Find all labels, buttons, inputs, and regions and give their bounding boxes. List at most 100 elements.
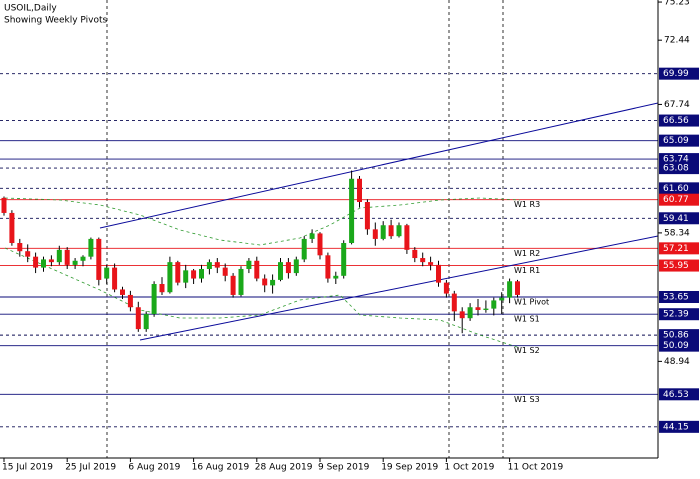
candle-body: [41, 259, 46, 268]
y-tick-label: 75.23: [664, 0, 690, 8]
candle-body: [222, 267, 228, 276]
price-box-label: 69.99: [663, 69, 689, 79]
candle-body: [17, 243, 23, 252]
x-tick-label: 1 Oct 2019: [444, 463, 494, 473]
candle-body: [436, 264, 441, 283]
price-box: [659, 114, 699, 127]
candle-body: [56, 249, 62, 263]
level-name: W1 R1: [514, 266, 540, 275]
envelope-lower: [4, 247, 521, 349]
price-box: [659, 162, 699, 175]
candle-body: [270, 279, 276, 286]
price-box: [659, 67, 699, 80]
level-name: W1 S1: [514, 315, 540, 324]
channel-lower: [139, 235, 659, 341]
y-tick-label: 48.94: [664, 357, 690, 367]
candle-body: [349, 178, 355, 244]
candle-body: [467, 307, 473, 319]
price-box: [659, 420, 699, 433]
candle-body: [72, 260, 78, 265]
candle-body: [127, 294, 133, 308]
candle-body: [167, 262, 173, 293]
price-box-label: 44.15: [663, 422, 689, 432]
candle-body: [183, 270, 189, 283]
candle-body: [254, 260, 260, 279]
candle-body: [443, 282, 449, 294]
candle-body: [80, 256, 86, 261]
candle-body: [309, 233, 315, 239]
candle-body: [262, 278, 268, 286]
candle-body: [372, 229, 378, 239]
candle-body: [33, 256, 39, 268]
candle-body: [104, 267, 110, 279]
level-name: W1 R2: [514, 249, 540, 258]
candle-body: [341, 243, 347, 276]
level-name: W1 S2: [514, 346, 540, 355]
candle-body: [246, 260, 252, 269]
x-tick-label: 6 Aug 2019: [128, 463, 180, 473]
price-box-label: 50.86: [663, 331, 689, 341]
price-box: [659, 259, 699, 272]
chart-subtitle: Showing Weekly Pivots: [4, 16, 107, 26]
candle-body: [317, 233, 323, 256]
price-box-label: 65.09: [663, 136, 689, 146]
y-tick-label: 72.44: [664, 36, 690, 46]
candle-body: [230, 275, 236, 295]
candle-body: [412, 249, 418, 259]
price-box: [659, 388, 699, 401]
price-box-label: 50.09: [663, 341, 689, 351]
price-box-label: 57.21: [663, 244, 689, 254]
candle-body: [120, 289, 125, 295]
candle-body: [451, 293, 457, 312]
candle-body: [483, 308, 489, 310]
price-box: [659, 339, 699, 352]
x-tick-label: 19 Sep 2019: [381, 463, 438, 473]
candle-body: [491, 300, 497, 309]
candle-body: [285, 262, 291, 274]
envelope-upper: [4, 197, 521, 246]
price-box-label: 55.95: [663, 261, 689, 271]
price-box: [659, 212, 699, 225]
level-name: W1 S3: [514, 395, 540, 404]
x-tick-label: 16 Aug 2019: [192, 463, 250, 473]
candle-body: [380, 225, 386, 239]
price-box: [659, 182, 699, 195]
candle-body: [64, 249, 70, 265]
price-box-label: 53.65: [663, 292, 689, 302]
candle-body: [9, 212, 15, 244]
candle-body: [499, 297, 505, 301]
price-box-label: 52.39: [663, 310, 689, 320]
candle-body: [1, 197, 7, 213]
x-tick-label: 28 Aug 2019: [255, 463, 313, 473]
candle-body: [388, 225, 394, 237]
candle-body: [364, 202, 370, 230]
price-box: [659, 329, 699, 342]
y-tick-label: 58.34: [664, 228, 690, 238]
candle-body: [459, 311, 465, 319]
candle-body: [333, 275, 339, 279]
price-box: [659, 242, 699, 255]
price-box: [659, 290, 699, 303]
candle-body: [25, 251, 31, 257]
candle-body: [96, 238, 102, 280]
price-box: [659, 134, 699, 147]
price-box-label: 63.08: [663, 164, 689, 174]
candle-body: [112, 267, 118, 290]
candle-body: [48, 259, 54, 263]
candle-body: [396, 225, 402, 237]
candle-body: [325, 255, 331, 279]
candle-body: [159, 284, 165, 293]
candle-body: [420, 258, 426, 263]
price-box-label: 66.56: [663, 116, 689, 126]
x-tick-label: 25 Jul 2019: [65, 463, 116, 473]
x-tick-label: 15 Jul 2019: [2, 463, 53, 473]
candle-body: [357, 178, 362, 203]
candle-body: [175, 262, 181, 283]
candle-body: [88, 238, 94, 257]
level-name: W1 R3: [514, 200, 540, 209]
candle-body: [301, 238, 307, 260]
candle-body: [206, 262, 212, 269]
candle-body: [151, 284, 157, 315]
